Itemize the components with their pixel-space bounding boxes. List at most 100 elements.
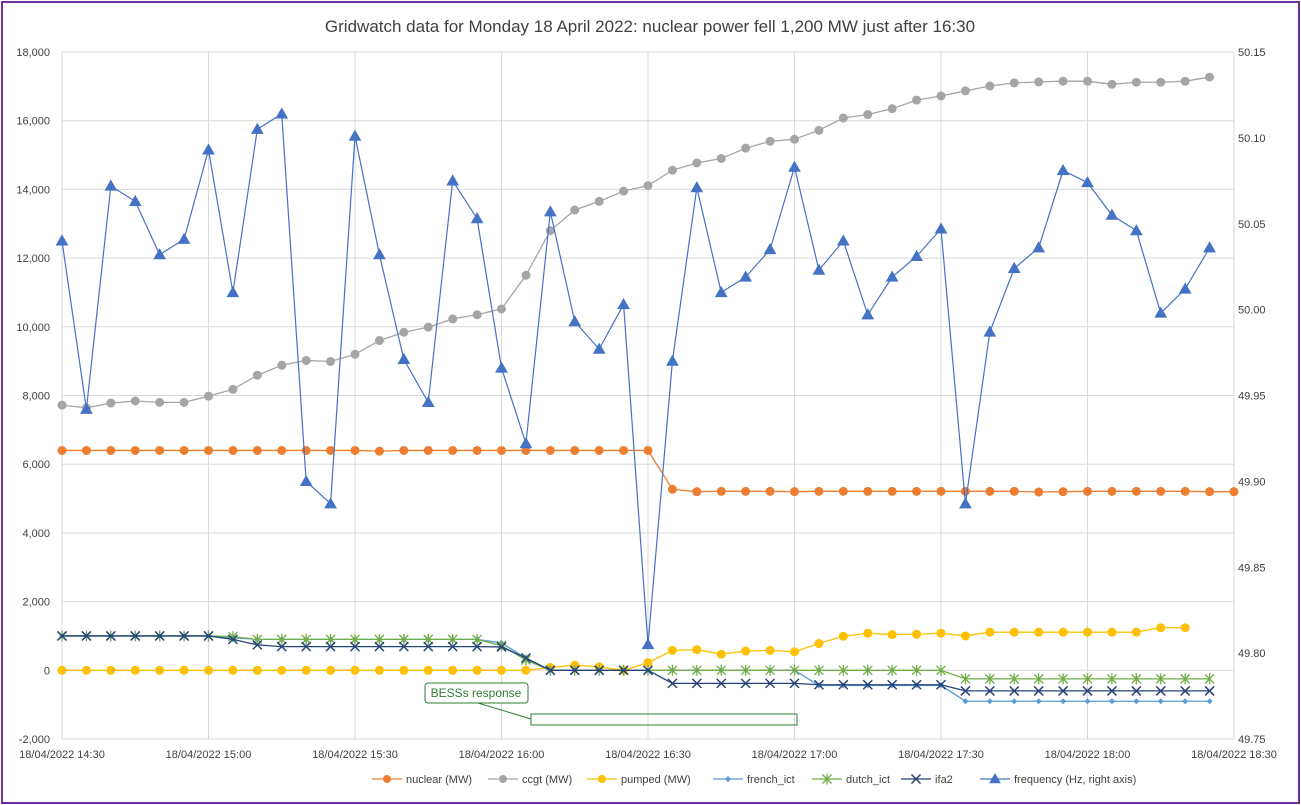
data-point xyxy=(1206,698,1213,705)
data-point xyxy=(470,212,484,224)
data-point xyxy=(472,310,482,320)
data-point xyxy=(421,395,435,407)
data-point xyxy=(812,263,826,275)
legend-item: ccgt (MW) xyxy=(488,774,572,786)
data-point xyxy=(912,486,922,496)
data-point xyxy=(520,652,531,663)
legend-label: dutch_ict xyxy=(846,774,890,786)
data-point xyxy=(228,665,238,675)
annotation-box xyxy=(424,682,529,704)
data-point xyxy=(642,665,654,676)
x-tick-label: 18/04/2022 16:00 xyxy=(459,749,545,761)
data-point xyxy=(594,196,604,206)
data-point xyxy=(252,639,263,650)
data-point xyxy=(350,665,360,675)
legend-label: pumped (MW) xyxy=(621,774,691,786)
data-point xyxy=(1083,627,1092,637)
data-point xyxy=(1131,673,1142,685)
data-point xyxy=(765,664,776,676)
y-left-tick-label: 18,000 xyxy=(16,47,50,59)
data-point xyxy=(252,665,262,675)
annotation-leader xyxy=(477,702,532,720)
data-point xyxy=(228,384,238,394)
data-point xyxy=(301,665,311,675)
data-point xyxy=(1180,685,1191,696)
data-point xyxy=(275,107,289,119)
data-point xyxy=(374,446,384,456)
data-point xyxy=(986,698,993,705)
data-point xyxy=(104,179,118,191)
data-point xyxy=(692,645,702,655)
data-point xyxy=(81,630,92,641)
data-point xyxy=(814,639,824,649)
data-point xyxy=(383,775,391,783)
data-point xyxy=(543,205,557,217)
data-point xyxy=(822,773,832,785)
data-point xyxy=(763,243,777,255)
data-point xyxy=(790,134,799,144)
data-point xyxy=(276,641,287,652)
data-point xyxy=(667,484,677,494)
data-point xyxy=(57,445,67,455)
data-point xyxy=(983,325,997,337)
data-point xyxy=(716,486,726,496)
data-point xyxy=(399,327,409,337)
data-point xyxy=(934,222,948,234)
data-point xyxy=(765,678,776,689)
data-point xyxy=(962,698,969,705)
data-point xyxy=(1034,627,1044,637)
data-point xyxy=(1058,76,1068,86)
data-point xyxy=(691,678,702,689)
data-point xyxy=(1011,698,1018,705)
y-right-tick-label: 50.10 xyxy=(1238,133,1266,145)
data-point xyxy=(350,633,360,645)
x-tick-label: 18/04/2022 17:30 xyxy=(898,749,984,761)
data-point xyxy=(519,437,533,449)
data-point xyxy=(179,445,189,455)
data-point xyxy=(1204,673,1215,685)
data-point xyxy=(203,630,214,641)
x-tick-label: 18/04/2022 15:00 xyxy=(166,749,252,761)
data-point xyxy=(446,174,460,186)
legend-item: pumped (MW) xyxy=(587,774,691,786)
y-axis-right: 49.75 49.80 49.85 49.90 49.95 50.00 50.05 50.10… xyxy=(1238,47,1266,746)
series-line xyxy=(61,112,1211,645)
data-point xyxy=(765,486,775,496)
data-point xyxy=(423,322,433,332)
data-point xyxy=(1180,673,1191,685)
data-point xyxy=(765,136,775,146)
data-point xyxy=(1107,79,1117,89)
data-point xyxy=(1156,77,1166,87)
data-point xyxy=(667,678,678,689)
y-left-tick-label: 6,000 xyxy=(22,459,50,471)
data-point xyxy=(1034,487,1044,497)
data-point xyxy=(936,486,946,496)
data-point xyxy=(472,665,482,675)
data-point xyxy=(1007,261,1021,274)
data-point xyxy=(277,360,287,370)
data-point xyxy=(57,400,67,410)
data-point xyxy=(1009,486,1019,496)
data-point xyxy=(324,497,337,509)
data-point xyxy=(592,342,606,354)
data-point xyxy=(740,678,751,689)
data-point xyxy=(885,270,899,282)
data-point xyxy=(813,679,824,690)
data-point xyxy=(887,664,898,676)
data-point xyxy=(989,772,1001,784)
data-point xyxy=(155,665,165,675)
data-point xyxy=(204,445,213,455)
data-point xyxy=(349,641,361,652)
data-point xyxy=(863,628,873,638)
data-point xyxy=(80,402,93,414)
data-point xyxy=(594,665,605,676)
data-point xyxy=(936,664,946,676)
data-point xyxy=(227,634,238,645)
data-point xyxy=(985,627,995,637)
y-right-tick-label: 50.00 xyxy=(1238,305,1266,317)
data-point xyxy=(911,664,922,676)
data-point xyxy=(716,649,726,659)
data-point xyxy=(912,629,922,639)
data-point xyxy=(497,665,506,675)
data-point xyxy=(641,638,655,650)
